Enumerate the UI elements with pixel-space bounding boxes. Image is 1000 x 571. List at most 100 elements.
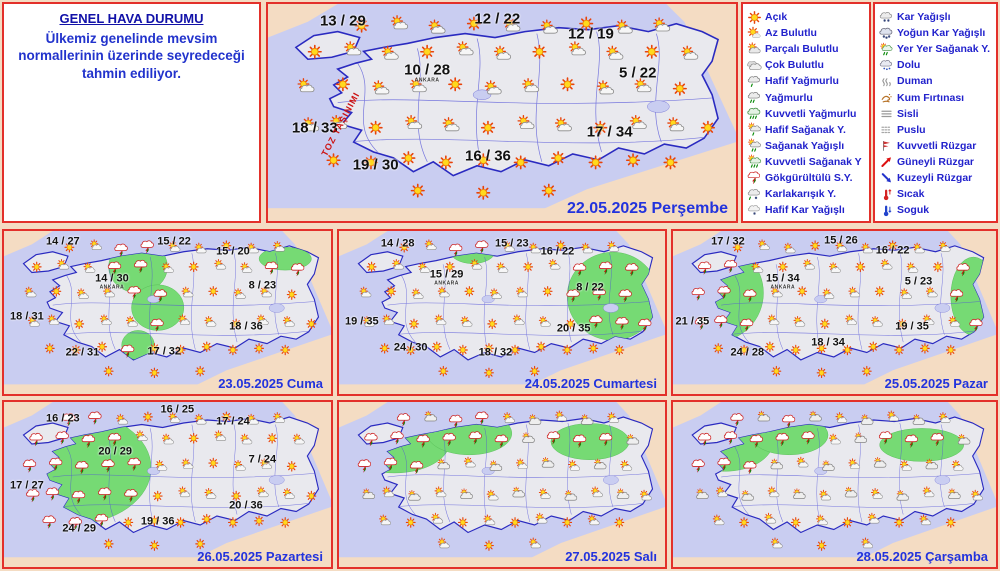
legend-item: Kuvvetli Yağmurlu	[747, 106, 867, 122]
temperature-label: 12 / 19	[567, 25, 614, 43]
legend-item: Yağmurlu	[747, 89, 867, 105]
legend-item: Puslu	[879, 122, 994, 138]
legend-item-label: Parçalı Bulutlu	[765, 43, 839, 56]
sleet-icon	[747, 187, 762, 202]
legend-item-label: Kuvvetli Yağmurlu	[765, 107, 857, 120]
legend-item: Sağanak Yağışlı	[747, 138, 867, 154]
legend-item: Duman	[879, 73, 994, 89]
few-clouds-icon	[747, 26, 762, 41]
temperature-label: 16 / 23	[46, 412, 80, 424]
legend-item: Kuvvetli Rüzgar	[879, 138, 994, 154]
temperature-label: 15 / 23	[494, 237, 529, 250]
smoke-icon	[879, 74, 894, 89]
rain-icon	[747, 90, 762, 105]
turkey-map	[339, 402, 665, 567]
clear-icon	[747, 10, 762, 25]
city-label: ANKARA	[414, 77, 440, 84]
legend-item: Hafif Kar Yağışlı	[747, 202, 867, 218]
legend-item: Kuvvetli Sağanak Y	[747, 154, 867, 170]
temperature-label: 5 / 23	[904, 275, 933, 288]
map-date-label: 26.05.2025 Pazartesi	[197, 549, 323, 564]
legend-item: Kuzeyli Rüzgar	[879, 170, 994, 186]
legend-item-label: Kuvvetli Sağanak Y	[765, 155, 862, 168]
legend-item-label: Sıcak	[897, 188, 925, 201]
hail-icon	[879, 58, 894, 73]
sandstorm-icon	[879, 90, 894, 105]
light-snow-icon	[747, 203, 762, 218]
legend-item-label: Kuzeyli Rüzgar	[897, 171, 973, 184]
legend-item-label: Gökgürültülü S.Y.	[765, 171, 853, 184]
temperature-label: 20 / 36	[229, 499, 263, 512]
legend-item-label: Yoğun Kar Yağışlı	[897, 27, 986, 40]
legend-item: Gökgürültülü S.Y.	[747, 170, 867, 186]
heavy-rain-icon	[747, 106, 762, 121]
legend-item: Yoğun Kar Yağışlı	[879, 25, 994, 41]
temperature-label: 15 / 34 ANKARA	[765, 272, 800, 291]
legend-item-label: Hafif Sağanak Y.	[765, 123, 846, 136]
temperature-label: 10 / 28 ANKARA	[404, 61, 451, 84]
temperature-label: 17 / 32	[147, 345, 182, 358]
legend-item: Karlakarışık Y.	[747, 186, 867, 202]
temperature-label: 24 / 28	[730, 346, 765, 359]
temperature-label: 13 / 29	[319, 12, 366, 30]
legend-item-label: Puslu	[897, 123, 926, 136]
legend-item-label: Yağmurlu	[765, 91, 813, 104]
turkey-map	[4, 231, 331, 394]
south-wind-icon	[879, 154, 894, 169]
city-label: ANKARA	[434, 280, 459, 287]
legend-item: Hafif Yağmurlu	[747, 73, 867, 89]
turkey-map	[4, 402, 331, 567]
legend-panel-left: Açık Az Bulutlu Parçalı Bulutlu Çok Bulutlu…	[741, 2, 871, 223]
legend-item-label: Karlakarışık Y.	[765, 188, 837, 201]
temperature-label: 24 / 30	[393, 341, 428, 354]
legend-item-label: Kuvvetli Rüzgar	[897, 139, 977, 152]
shower-icon	[747, 138, 762, 153]
temperature-label: 16 / 22	[875, 244, 910, 257]
temperature-label: 16 / 25	[160, 403, 195, 416]
legend-item: Güneyli Rüzgar	[879, 154, 994, 170]
temperature-label: 12 / 22	[474, 10, 521, 28]
temperature-label: 15 / 22	[157, 235, 191, 248]
map-date-label: 27.05.2025 Salı	[565, 549, 657, 564]
haze-icon	[879, 122, 894, 137]
temperature-label: 18 / 32	[478, 346, 513, 359]
turkey-map	[339, 231, 665, 394]
temperature-label: 18 / 33	[291, 119, 338, 137]
legend-item-label: Duman	[897, 75, 933, 88]
heavy-shower-icon	[747, 154, 762, 169]
temperature-label: 17 / 32	[711, 235, 745, 248]
map-date-label: 28.05.2025 Çarşamba	[856, 549, 988, 564]
turkey-map	[268, 4, 736, 221]
temperature-label: 19 / 35	[895, 320, 929, 333]
legend-item: Soguk	[879, 202, 994, 218]
light-rain-icon	[747, 74, 762, 89]
legend-item: Az Bulutlu	[747, 25, 867, 41]
turkey-map	[673, 231, 996, 394]
overcast-icon	[747, 58, 762, 73]
legend-item: Yer Yer Sağanak Y.	[879, 41, 994, 57]
legend-item-label: Sağanak Yağışlı	[765, 139, 845, 152]
city-label: ANKARA	[770, 284, 796, 291]
temperature-label: 17 / 34	[586, 123, 633, 141]
legend-item-label: Çok Bulutlu	[765, 59, 824, 72]
legend-panel-right: Kar Yağışlı Yoğun Kar Yağışlı Yer Yer Sağa…	[873, 2, 998, 223]
legend-item-label: Soguk	[897, 204, 930, 217]
legend-item: Sisli	[879, 106, 994, 122]
strong-wind-icon	[879, 138, 894, 153]
temperature-label: 21 / 35	[675, 315, 710, 328]
map-panel-sunday: 17 / 32 15 / 26 16 / 22 15 / 34 ANKARA 5 / 23…	[671, 229, 998, 396]
temperature-label: 17 / 27	[10, 479, 44, 492]
map-date-label: 25.05.2025 Pazar	[884, 376, 988, 391]
legend-item: Açık	[747, 9, 867, 25]
temperature-label: 19 / 35	[344, 315, 379, 328]
map-date-label: 24.05.2025 Cumartesi	[524, 376, 657, 391]
map-panel-monday: 16 / 23 16 / 25 17 / 24 20 / 29 7 / 24 17 / 2…	[2, 400, 333, 569]
legend-item: Kum Fırtınası	[879, 89, 994, 105]
cold-icon	[879, 203, 894, 218]
temperature-label: 18 / 36	[229, 320, 263, 333]
temperature-label: 16 / 22	[540, 245, 575, 258]
legend-item: Parçalı Bulutlu	[747, 41, 867, 57]
temperature-label: 7 / 24	[248, 453, 277, 466]
general-summary-panel: GENEL HAVA DURUMU Ülkemiz genelinde mevs…	[2, 2, 261, 223]
